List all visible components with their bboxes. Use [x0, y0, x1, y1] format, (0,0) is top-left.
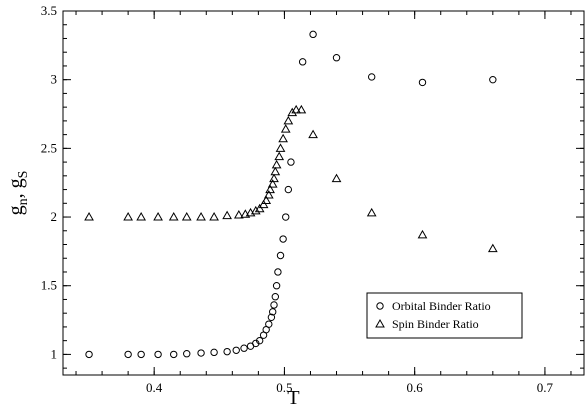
x-tick-label: 0.5	[276, 380, 292, 395]
triangle-marker	[196, 212, 206, 221]
circle-marker	[276, 251, 285, 260]
circle-marker	[269, 308, 277, 316]
circle-marker	[271, 293, 280, 301]
triangle-marker	[417, 229, 428, 239]
legend-marker-triangle	[375, 318, 385, 328]
data-series	[84, 30, 498, 359]
circle-marker	[418, 78, 427, 87]
triangle-marker	[275, 143, 286, 152]
circle-marker	[287, 158, 295, 166]
triangle-marker	[153, 212, 163, 221]
triangle-marker	[331, 173, 342, 183]
circle-marker	[489, 75, 497, 84]
triangle-marker	[278, 133, 288, 143]
series-orbital-binder-ratio	[85, 30, 497, 359]
triangle-marker	[366, 207, 377, 217]
triangle-marker	[250, 205, 261, 215]
circle-marker	[232, 346, 240, 354]
circle-marker	[367, 73, 376, 81]
circle-marker	[279, 235, 287, 243]
circle-marker	[124, 350, 132, 359]
circle-marker	[255, 336, 264, 345]
triangle-marker	[280, 124, 291, 133]
circle-marker	[170, 350, 178, 359]
triangle-marker	[267, 179, 278, 188]
y-axis-title: gn, gS	[5, 171, 31, 216]
triangle-marker	[181, 212, 192, 221]
triangle-marker	[84, 212, 94, 221]
triangle-marker	[291, 104, 302, 114]
triangle-marker	[263, 190, 274, 199]
triangle-marker	[265, 184, 275, 194]
x-tick-label: 0.4	[146, 380, 163, 395]
circle-marker	[284, 185, 293, 194]
y-tick-label: 2.5	[41, 140, 57, 155]
circle-marker	[210, 348, 218, 357]
triangle-marker	[287, 107, 298, 117]
triangle-marker	[487, 243, 498, 253]
triangle-marker	[270, 166, 281, 176]
triangle-marker	[283, 115, 294, 125]
circle-marker	[309, 30, 317, 39]
circle-marker	[267, 313, 276, 322]
x-axis-title: T	[287, 387, 299, 409]
circle-marker	[376, 302, 384, 310]
legend: Orbital Binder Ratio Spin Binder Ratio	[366, 292, 523, 339]
y-axis-subscript-s: S	[16, 171, 31, 179]
triangle-marker	[258, 199, 269, 209]
legend-label-orbital: Orbital Binder Ratio	[392, 299, 491, 313]
circle-marker	[137, 350, 145, 359]
circle-marker	[274, 268, 282, 276]
y-tick-label: 1	[51, 346, 58, 361]
series-spin-binder-ratio	[84, 104, 498, 253]
circle-marker	[223, 347, 231, 356]
triangle-marker	[168, 212, 179, 221]
triangle-marker	[136, 212, 147, 221]
x-tick-label: 0.7	[537, 380, 554, 395]
circle-marker	[270, 301, 278, 309]
triangle-marker	[375, 318, 385, 328]
circle-marker	[298, 58, 307, 66]
axis-ticks	[63, 10, 584, 375]
triangle-marker	[209, 212, 219, 221]
circle-marker	[85, 350, 93, 359]
triangle-marker	[123, 212, 133, 221]
triangle-marker	[222, 210, 232, 220]
triangle-marker	[308, 129, 318, 139]
triangle-marker	[274, 151, 285, 161]
circle-marker	[272, 282, 281, 290]
y-axis-subscript-n: n	[16, 198, 31, 205]
triangle-marker	[261, 195, 272, 205]
triangle-marker	[233, 209, 244, 219]
x-tick-label: 0.6	[407, 380, 424, 395]
circle-marker	[265, 320, 273, 328]
tick-labels: 0.4 0.5 0.6 0.7 1 1.5 2 2.5 3 3.5	[41, 3, 554, 395]
y-axis-symbol-2: g	[5, 178, 27, 188]
y-tick-label: 3	[51, 72, 58, 87]
y-axis-symbol: g	[5, 205, 27, 215]
y-axis-separator: ,	[5, 188, 27, 198]
legend-box	[366, 292, 523, 339]
circle-marker	[154, 350, 162, 359]
circle-marker	[332, 54, 341, 62]
triangle-marker	[269, 173, 279, 183]
circle-marker	[282, 213, 290, 221]
circle-marker	[183, 350, 191, 358]
legend-label-spin: Spin Binder Ratio	[392, 317, 479, 331]
plot-frame	[62, 10, 585, 376]
triangle-marker	[271, 159, 282, 169]
legend-marker-circle	[376, 302, 384, 310]
circle-marker	[240, 344, 248, 352]
y-tick-label: 2	[51, 209, 58, 224]
triangle-marker	[254, 203, 265, 213]
triangle-marker	[296, 104, 307, 114]
y-tick-label: 1.5	[41, 278, 57, 293]
circle-marker	[197, 349, 205, 357]
y-tick-label: 3.5	[41, 3, 57, 18]
